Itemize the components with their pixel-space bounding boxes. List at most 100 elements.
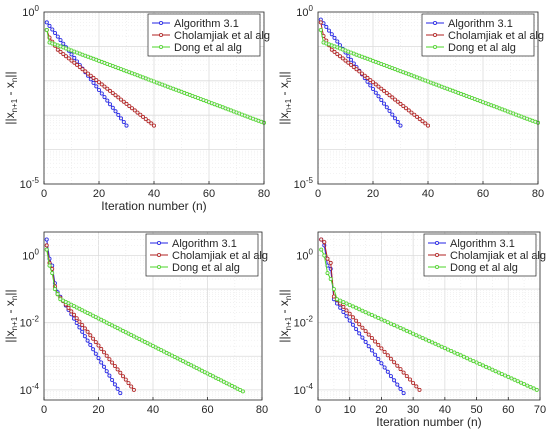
data-point	[357, 69, 362, 74]
y-tick-label: 10-2	[294, 315, 314, 330]
data-point	[47, 263, 52, 268]
data-point	[107, 357, 112, 362]
legend-entry: Cholamjiak et al alg	[450, 250, 546, 262]
y-tick-label: 100	[22, 247, 39, 262]
data-point	[369, 348, 374, 353]
data-point	[325, 256, 330, 261]
data-point	[138, 112, 143, 117]
x-tick-label: 30	[407, 404, 419, 416]
data-point	[102, 95, 107, 100]
data-point	[329, 47, 334, 52]
data-point	[115, 367, 120, 372]
data-point	[398, 367, 403, 372]
data-point	[97, 80, 102, 85]
data-point	[499, 372, 504, 377]
data-point	[420, 119, 425, 124]
legend-entry: Cholamjiak et al alg	[174, 30, 270, 42]
data-point	[102, 84, 107, 89]
data-point	[344, 308, 349, 313]
data-point	[118, 391, 123, 396]
data-point	[325, 271, 330, 276]
data-point	[124, 101, 129, 106]
data-point	[412, 112, 417, 117]
data-point	[365, 75, 370, 80]
data-point	[404, 328, 409, 333]
data-point	[445, 347, 450, 352]
data-point	[91, 336, 96, 341]
data-point	[99, 360, 104, 365]
data-point	[99, 82, 104, 87]
data-point	[455, 351, 460, 356]
data-point	[335, 52, 340, 57]
data-point	[121, 374, 126, 379]
data-point	[126, 381, 131, 386]
data-point	[113, 93, 118, 98]
data-point	[69, 309, 74, 314]
data-point	[366, 311, 371, 316]
data-point	[121, 99, 126, 104]
legend-entry: Dong et al alg	[450, 262, 518, 274]
x-axis-label: Iteration number (n)	[101, 199, 206, 213]
data-point	[348, 57, 353, 62]
data-point	[337, 54, 342, 59]
data-point	[66, 56, 71, 61]
legend-entry: Algorithm 3.1	[450, 238, 515, 250]
data-point	[88, 73, 93, 78]
data-point	[385, 353, 390, 358]
data-point	[403, 106, 408, 111]
x-tick-label: 40	[147, 404, 159, 416]
data-point	[360, 335, 365, 340]
data-point	[392, 97, 397, 102]
data-point	[376, 356, 381, 361]
data-point	[531, 386, 536, 391]
legend-marker	[158, 45, 163, 50]
data-point	[452, 350, 457, 355]
data-point	[341, 300, 346, 305]
data-point	[401, 104, 406, 109]
data-point	[376, 315, 381, 320]
legend-box	[421, 13, 535, 57]
data-point	[381, 88, 386, 93]
data-point	[55, 292, 60, 297]
data-point	[347, 318, 352, 323]
data-point	[442, 346, 447, 351]
data-point	[509, 376, 514, 381]
chart-panel-1: 0 20 40 60 80 100 10-5 Iteration number (n) ||xn…	[3, 4, 270, 213]
x-tick-label: 0	[41, 404, 47, 416]
data-point	[135, 110, 140, 115]
data-point	[512, 377, 517, 382]
data-point	[149, 121, 154, 126]
legend-marker	[432, 45, 437, 50]
data-point	[108, 102, 113, 107]
data-point	[112, 363, 117, 368]
data-point	[411, 331, 416, 336]
data-point	[332, 49, 337, 54]
data-point	[332, 35, 337, 40]
y-tick-label: 100	[22, 4, 39, 19]
data-point	[411, 380, 416, 385]
data-point	[52, 287, 57, 292]
data-point	[123, 377, 128, 382]
data-point	[91, 80, 96, 85]
data-point	[519, 380, 524, 385]
data-point	[74, 316, 79, 321]
data-point	[417, 117, 422, 122]
data-point	[116, 112, 121, 117]
y-axis-label: ||xn+1 - xn||	[3, 289, 19, 342]
data-point	[88, 333, 93, 338]
data-point	[369, 335, 374, 340]
data-point	[487, 366, 492, 371]
data-point	[484, 364, 489, 369]
data-point	[47, 23, 52, 28]
data-point	[423, 337, 428, 342]
data-point	[385, 320, 390, 325]
data-point	[348, 62, 353, 67]
x-tick-label: 20	[93, 188, 105, 200]
data-point	[328, 276, 333, 281]
data-point	[350, 304, 355, 309]
x-tick-label: 20	[92, 404, 104, 416]
data-point	[326, 28, 331, 33]
